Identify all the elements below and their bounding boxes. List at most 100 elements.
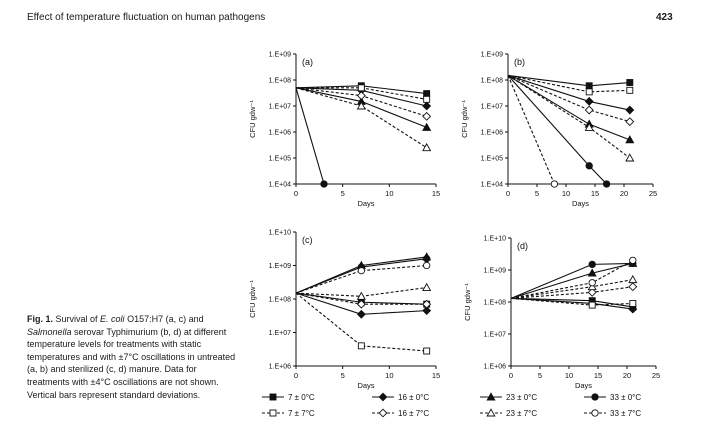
data-point [628, 304, 638, 314]
series-line [295, 292, 427, 352]
legend-label: 16 ± 0°C [398, 393, 429, 402]
y-axis-label: CFU gdw⁻¹ [460, 100, 469, 138]
y-tick-label: 1.E+06 [269, 130, 291, 137]
x-tick-label: 20 [620, 189, 628, 198]
legend-marker [591, 409, 599, 417]
y-tick-label: 1.E+04 [269, 182, 291, 189]
x-axis-label: Days [575, 381, 592, 390]
chart-legend: 7 ± 0°C 16 ± 0°C 23 ± 0°C 33 ± 0°C 7 ± 7°C 16… [262, 392, 641, 418]
chart-panel-3: 1.E+06 1.E+07 1.E+08 1.E+09 1.E+10 0 5 10 15 Days… [248, 230, 440, 391]
y-tick-label: 1.E+04 [481, 182, 503, 189]
y-axis-label: CFU gdw⁻¹ [248, 280, 257, 318]
data-point [422, 142, 432, 152]
data-point [585, 162, 593, 170]
data-point [356, 91, 366, 101]
x-tick-label: 0 [294, 189, 298, 198]
series-line [510, 262, 633, 299]
caption-organism-2: Salmonella [27, 326, 72, 337]
y-tick-label: 1.E+07 [481, 104, 503, 111]
data-point [357, 84, 365, 92]
x-tick-label: 25 [649, 189, 657, 198]
x-axis-label: Days [357, 199, 374, 208]
data-point [628, 274, 638, 284]
legend-marker [269, 393, 277, 401]
y-tick-label: 1.E+09 [269, 263, 291, 270]
legend-marker [486, 392, 496, 401]
legend-marker [486, 408, 496, 417]
y-tick-label: 1.E+09 [269, 52, 291, 59]
data-point [587, 287, 597, 297]
data-point [550, 180, 559, 188]
x-tick-label: 5 [341, 189, 345, 198]
data-point [356, 101, 366, 110]
x-tick-label: 15 [591, 189, 599, 198]
x-tick-label: 20 [623, 371, 631, 380]
data-point [629, 256, 637, 265]
y-tick-label: 1.E+05 [481, 156, 503, 163]
x-axis-label: Days [572, 199, 589, 208]
legend-label: 7 ± 0°C [288, 393, 315, 402]
x-tick-label: 5 [341, 371, 345, 380]
y-tick-label: 1.E+06 [269, 364, 291, 371]
data-point [422, 306, 432, 316]
x-tick-label: 15 [432, 189, 440, 198]
data-point [587, 268, 597, 277]
data-point [356, 291, 366, 300]
data-point [629, 300, 637, 307]
data-point [628, 282, 638, 292]
x-tick-label: 10 [385, 371, 393, 380]
legend-label: 33 ± 0°C [610, 393, 641, 402]
caption-text-3: O157:H7 (a, c) and [124, 314, 204, 324]
x-tick-label: 10 [385, 189, 393, 198]
series-line [510, 279, 633, 299]
x-tick-label: 25 [652, 371, 660, 380]
data-point [625, 153, 635, 162]
y-tick-label: 1.E+06 [484, 364, 506, 371]
chart-panel-4: 1.E+06 1.E+07 1.E+08 1.E+09 1.E+10 0 5 10 15 20 25… [463, 236, 660, 391]
caption-organism-1: E. coli [100, 314, 125, 324]
panel-label: (b) [514, 57, 525, 67]
data-point [423, 95, 431, 103]
y-axis-label: CFU gdw⁻¹ [463, 283, 472, 321]
y-axis-label: CFU gdw⁻¹ [248, 100, 257, 138]
data-point [585, 82, 593, 90]
legend-label: 23 ± 7°C [506, 409, 537, 418]
data-point [357, 342, 365, 350]
data-point [588, 260, 596, 269]
y-tick-label: 1.E+09 [484, 268, 506, 275]
data-point [422, 299, 432, 309]
y-tick-label: 1.E+07 [269, 330, 291, 337]
chart-panel-2: 1.E+04 1.E+05 1.E+06 1.E+07 1.E+08 1.E+09 0 5 10… [460, 52, 657, 209]
data-point [625, 117, 635, 127]
x-tick-label: 15 [594, 371, 602, 380]
series-line [507, 74, 630, 111]
series-line [295, 87, 325, 185]
legend-marker [378, 392, 388, 402]
legend-label: 7 ± 7°C [288, 409, 315, 418]
legend-marker [269, 409, 277, 417]
data-point [422, 111, 432, 121]
data-point [585, 88, 593, 96]
data-point [356, 299, 366, 309]
x-tick-label: 0 [294, 371, 298, 380]
data-point [584, 105, 594, 115]
y-tick-label: 1.E+05 [269, 156, 291, 163]
data-point [422, 101, 432, 111]
legend-label: 23 ± 0°C [506, 393, 537, 402]
y-tick-label: 1.E+08 [484, 300, 506, 307]
panel-label: (c) [302, 235, 313, 245]
x-tick-label: 5 [535, 189, 539, 198]
x-tick-label: 10 [565, 371, 573, 380]
data-point [423, 261, 431, 270]
y-tick-label: 1.E+10 [269, 230, 291, 237]
caption-text-1: Survival of [53, 314, 101, 324]
data-point [422, 282, 432, 291]
y-tick-label: 1.E+07 [269, 104, 291, 111]
y-tick-label: 1.E+08 [269, 297, 291, 304]
page-header: Effect of temperature fluctuation on hum… [0, 0, 717, 26]
data-point [357, 267, 365, 275]
y-tick-label: 1.E+06 [481, 130, 503, 137]
page-number: 423 [656, 12, 673, 23]
x-tick-label: 15 [432, 371, 440, 380]
